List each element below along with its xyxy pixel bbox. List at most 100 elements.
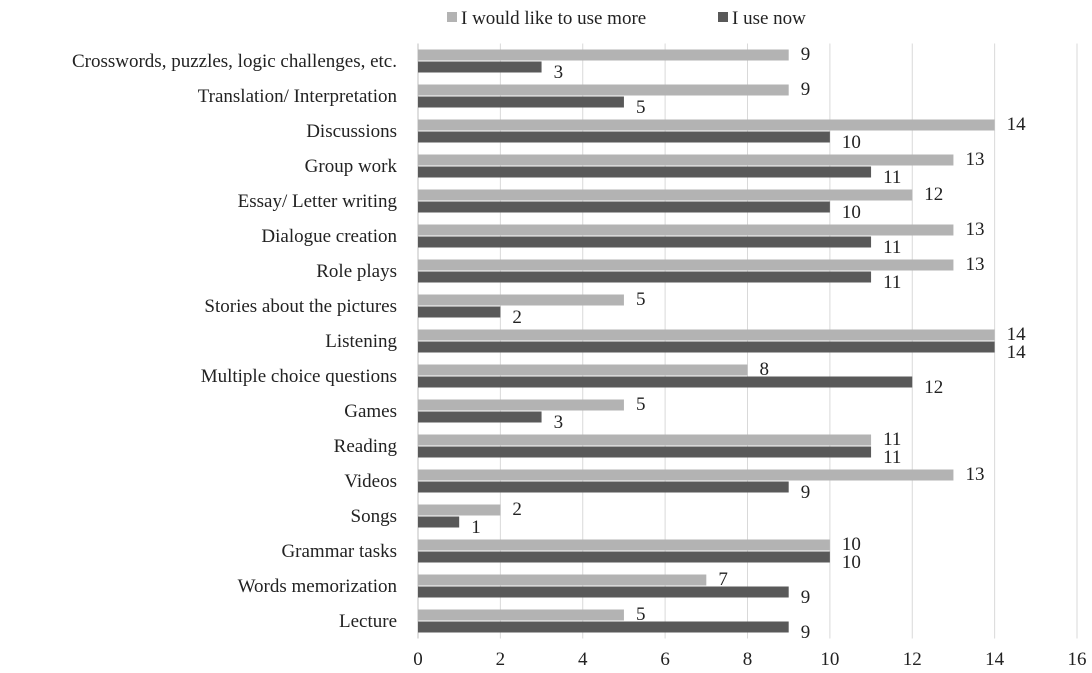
bar-like-more-stories-about-the-pictures — [418, 294, 624, 306]
x-tick-14: 14 — [985, 649, 1005, 670]
data-label-use-now-essay-letter-writing: 10 — [842, 202, 861, 223]
category-label-group-work: Group work — [305, 156, 398, 177]
category-label-reading: Reading — [334, 436, 398, 457]
bar-like-more-games — [418, 399, 624, 411]
data-label-like-more-translation-interpretation: 9 — [801, 79, 811, 100]
x-axis-ticks: 0 2 4 6 8 10 12 14 16 — [413, 649, 1086, 670]
bar-like-more-videos — [418, 469, 954, 481]
data-label-use-now-lecture: 9 — [801, 622, 811, 643]
bar-use-now-stories-about-the-pictures — [418, 306, 501, 318]
data-labels: 9395141013111210131113115214148125311111… — [471, 44, 1026, 643]
legend-swatch-use-now — [718, 12, 728, 22]
bar-use-now-role-plays — [418, 271, 872, 283]
bar-like-more-discussions — [418, 119, 995, 131]
bar-like-more-listening — [418, 329, 995, 341]
category-labels: Crosswords, puzzles, logic challenges, e… — [72, 51, 398, 632]
category-label-translation-interpretation: Translation/ Interpretation — [198, 86, 398, 107]
legend-swatch-like-more — [447, 12, 457, 22]
category-label-stories-about-the-pictures: Stories about the pictures — [204, 296, 397, 317]
bar-like-more-grammar-tasks — [418, 539, 830, 551]
data-label-use-now-songs: 1 — [471, 517, 481, 538]
bar-like-more-words-memorization — [418, 574, 707, 586]
x-tick-0: 0 — [413, 649, 423, 670]
category-label-role-plays: Role plays — [316, 261, 397, 282]
x-tick-6: 6 — [660, 649, 670, 670]
data-label-use-now-role-plays: 11 — [883, 272, 901, 293]
category-label-grammar-tasks: Grammar tasks — [281, 541, 397, 562]
bar-use-now-essay-letter-writing — [418, 201, 830, 213]
bar-like-more-songs — [418, 504, 501, 516]
bar-like-more-role-plays — [418, 259, 954, 271]
category-label-dialogue-creation: Dialogue creation — [261, 226, 397, 247]
bar-use-now-words-memorization — [418, 586, 789, 598]
bar-use-now-songs — [418, 516, 460, 528]
bar-like-more-crosswords-puzzles-logic-challenges-etc — [418, 49, 789, 61]
data-label-use-now-videos: 9 — [801, 482, 811, 503]
bar-like-more-dialogue-creation — [418, 224, 954, 236]
data-label-use-now-stories-about-the-pictures: 2 — [512, 307, 522, 328]
bar-use-now-crosswords-puzzles-logic-challenges-etc — [418, 61, 542, 73]
bar-like-more-essay-letter-writing — [418, 189, 913, 201]
bar-use-now-grammar-tasks — [418, 551, 830, 563]
data-label-like-more-songs: 2 — [512, 499, 522, 520]
bar-use-now-lecture — [418, 621, 789, 633]
bar-like-more-lecture — [418, 609, 624, 621]
data-label-use-now-crosswords-puzzles-logic-challenges-etc: 3 — [554, 62, 564, 83]
legend-label-like-more: I would like to use more — [461, 8, 646, 29]
data-label-like-more-videos: 13 — [965, 464, 984, 485]
data-label-like-more-stories-about-the-pictures: 5 — [636, 289, 646, 310]
category-label-listening: Listening — [325, 331, 397, 352]
x-tick-16: 16 — [1068, 649, 1087, 670]
data-label-like-more-words-memorization: 7 — [718, 569, 728, 590]
x-tick-4: 4 — [578, 649, 588, 670]
bar-like-more-translation-interpretation — [418, 84, 789, 96]
data-label-like-more-dialogue-creation: 13 — [965, 219, 984, 240]
data-label-like-more-group-work: 13 — [965, 149, 984, 170]
bar-use-now-videos — [418, 481, 789, 493]
category-label-crosswords-puzzles-logic-challenges-etc: Crosswords, puzzles, logic challenges, e… — [72, 51, 397, 72]
bar-use-now-games — [418, 411, 542, 423]
x-tick-8: 8 — [743, 649, 753, 670]
data-label-like-more-games: 5 — [636, 394, 646, 415]
data-label-like-more-multiple-choice-questions: 8 — [760, 359, 770, 380]
category-label-songs: Songs — [351, 506, 397, 527]
category-label-multiple-choice-questions: Multiple choice questions — [201, 366, 397, 387]
data-label-like-more-grammar-tasks: 10 — [842, 534, 861, 555]
legend-label-use-now: I use now — [732, 8, 806, 29]
category-label-words-memorization: Words memorization — [238, 576, 398, 597]
x-tick-2: 2 — [496, 649, 506, 670]
bar-like-more-reading — [418, 434, 872, 446]
x-tick-12: 12 — [903, 649, 922, 670]
bar-like-more-multiple-choice-questions — [418, 364, 748, 376]
data-label-like-more-role-plays: 13 — [965, 254, 984, 275]
data-label-like-more-listening: 14 — [1007, 324, 1027, 345]
category-label-videos: Videos — [344, 471, 397, 492]
data-label-use-now-group-work: 11 — [883, 167, 901, 188]
data-label-like-more-crosswords-puzzles-logic-challenges-etc: 9 — [801, 44, 811, 65]
data-label-use-now-words-memorization: 9 — [801, 587, 811, 608]
data-label-like-more-reading: 11 — [883, 429, 901, 450]
bar-use-now-translation-interpretation — [418, 96, 624, 108]
category-label-discussions: Discussions — [306, 121, 397, 142]
bar-use-now-multiple-choice-questions — [418, 376, 913, 388]
category-label-games: Games — [344, 401, 397, 422]
bar-use-now-dialogue-creation — [418, 236, 872, 248]
data-label-use-now-discussions: 10 — [842, 132, 861, 153]
data-label-use-now-grammar-tasks: 10 — [842, 552, 861, 573]
bar-use-now-reading — [418, 446, 872, 458]
chart-legend: I would like to use more I use now — [447, 8, 806, 29]
data-label-use-now-multiple-choice-questions: 12 — [924, 377, 943, 398]
chart-bars — [418, 49, 995, 633]
data-label-like-more-lecture: 5 — [636, 604, 646, 625]
x-tick-10: 10 — [820, 649, 839, 670]
data-label-use-now-dialogue-creation: 11 — [883, 237, 901, 258]
bar-like-more-group-work — [418, 154, 954, 166]
data-label-use-now-reading: 11 — [883, 447, 901, 468]
data-label-use-now-translation-interpretation: 5 — [636, 97, 646, 118]
category-label-essay-letter-writing: Essay/ Letter writing — [238, 191, 398, 212]
bar-use-now-group-work — [418, 166, 872, 178]
bar-use-now-listening — [418, 341, 995, 353]
data-label-like-more-essay-letter-writing: 12 — [924, 184, 943, 205]
